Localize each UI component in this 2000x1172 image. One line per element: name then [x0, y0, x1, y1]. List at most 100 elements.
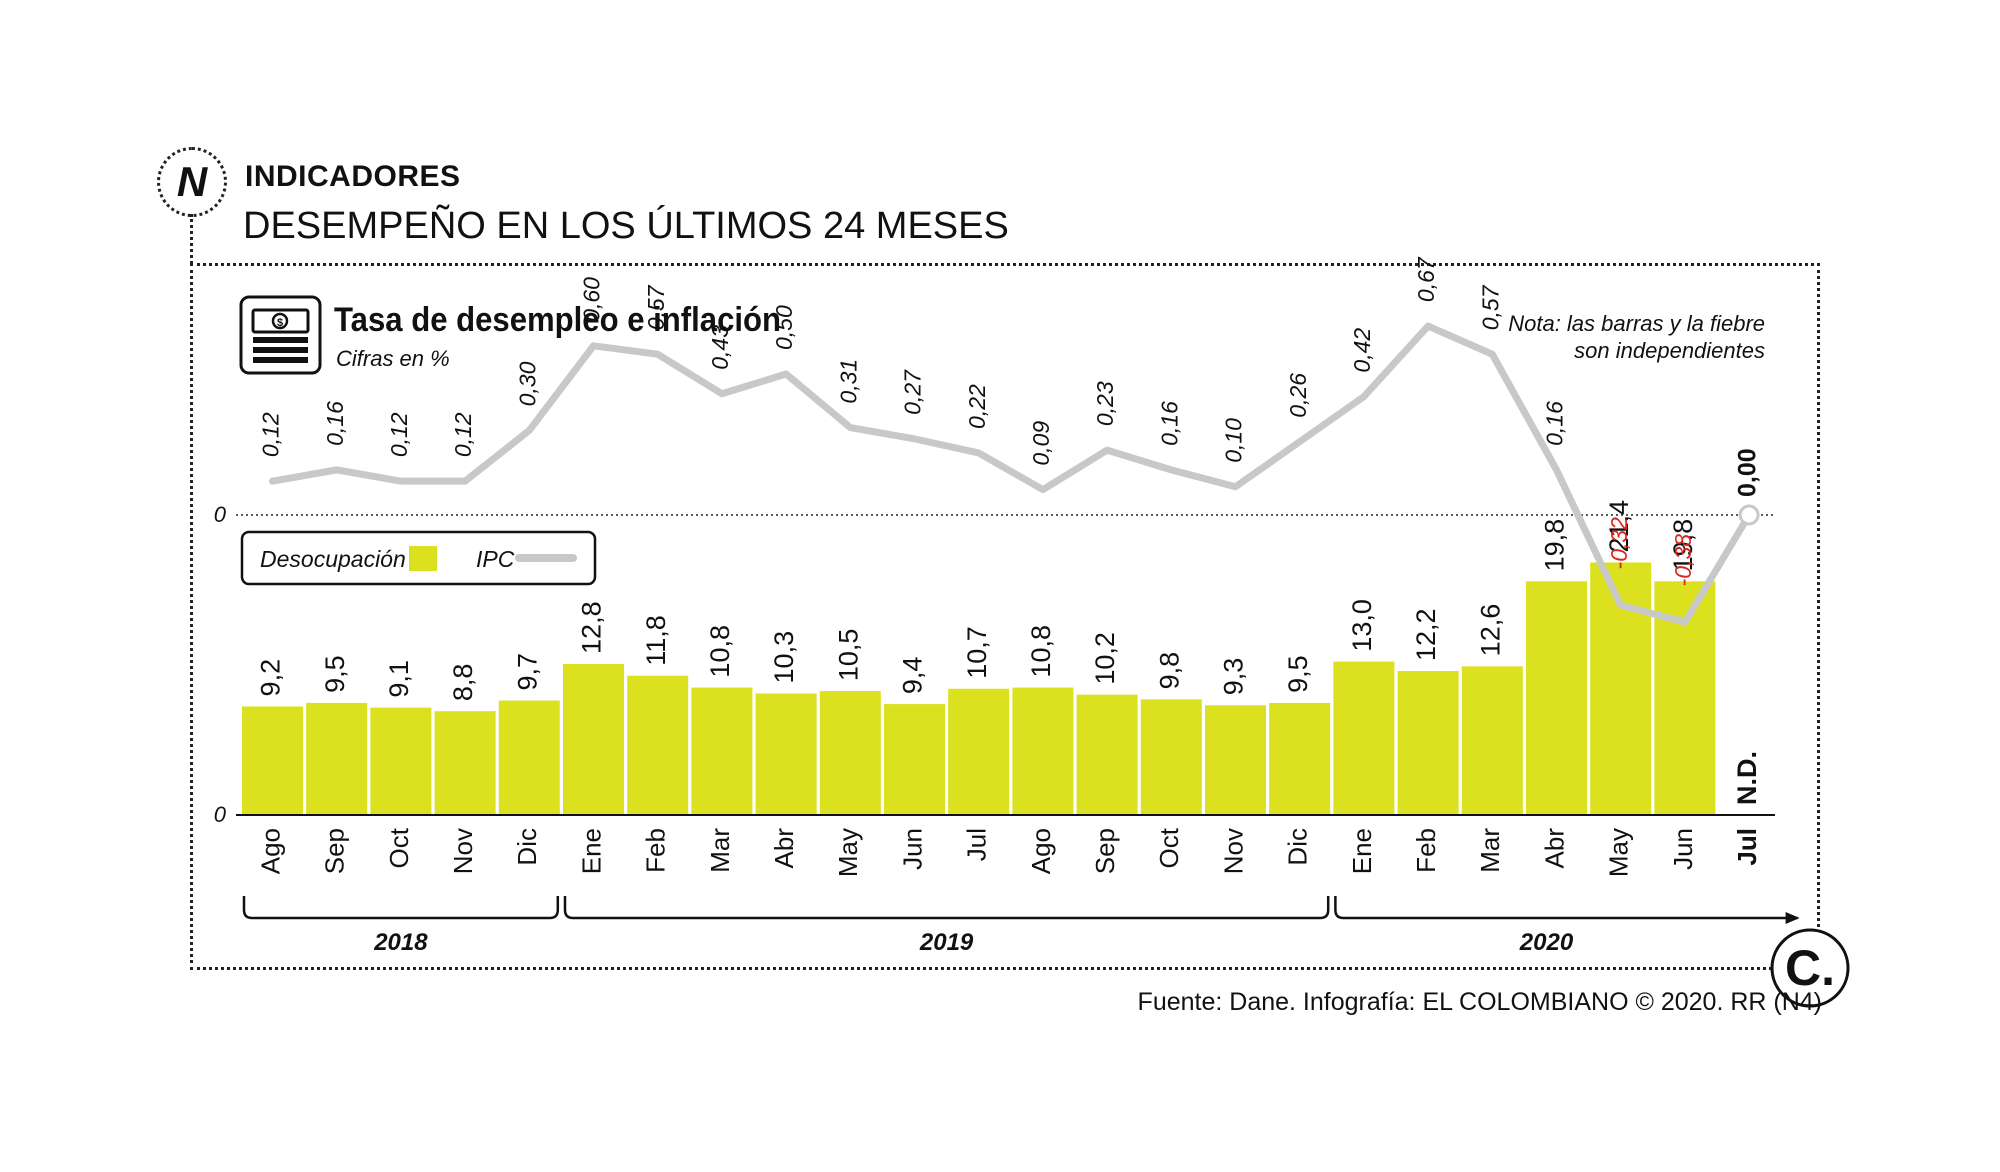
- bar-desocupacion: [1205, 705, 1266, 815]
- ipc-value-label: 0,42: [1349, 328, 1375, 373]
- bar-value-label: 12,6: [1475, 604, 1505, 657]
- month-tick-label: Abr: [769, 828, 799, 869]
- bar-value-label: 10,7: [962, 626, 992, 679]
- bar-value-label: 13,0: [1347, 599, 1377, 652]
- ipc-line-layer: 0,12 0,16 0,12 0,12 0,30 0,60 0,57 0,43 0,50 0,31…: [236, 256, 1775, 626]
- month-tick-label: Ene: [1347, 828, 1377, 874]
- ipc-value-label: 0,31: [835, 359, 861, 404]
- year-arrow-head: [1785, 912, 1800, 924]
- ipc-value-label: 0,30: [514, 361, 540, 406]
- bar-desocupacion: [1461, 666, 1523, 815]
- bar-desocupacion: [306, 702, 368, 815]
- section-label: INDICADORES: [245, 160, 461, 193]
- year-bracket: [242, 896, 560, 920]
- bar-value-label: 10,8: [705, 625, 735, 678]
- page-title: DESEMPEÑO EN LOS ÚLTIMOS 24 MESES: [243, 205, 1009, 247]
- month-tick-label: Sep: [1090, 828, 1120, 874]
- month-tick-label: Feb: [641, 828, 671, 873]
- chart-note-line-1: Nota: las barras y la fiebre: [1508, 311, 1765, 336]
- bar-desocupacion: [563, 663, 624, 815]
- bar-value-label: 9,2: [256, 659, 286, 697]
- month-tick-label: Jul: [1732, 828, 1762, 866]
- ipc-value-label: 0,67: [1413, 256, 1439, 302]
- bar-desocupacion: [1012, 687, 1074, 815]
- legend-label-ipc: IPC: [476, 546, 515, 572]
- bar-value-label: 19,8: [1668, 519, 1698, 572]
- ipc-value-label: 0,50: [771, 305, 797, 350]
- ipc-value-label: 0,16: [322, 401, 348, 446]
- chart-title: Tasa de desempleo e inflación: [334, 301, 781, 339]
- ipc-line: [269, 322, 1753, 626]
- ipc-value-label: 0,22: [964, 384, 990, 429]
- bar-desocupacion: [242, 706, 303, 815]
- bar-desocupacion: [819, 691, 881, 815]
- ipc-value-label: 0,60: [579, 277, 605, 322]
- bar-desocupacion: [1333, 661, 1395, 815]
- chart-subtitle: Cifras en %: [336, 346, 450, 371]
- bar-desocupacion: [948, 688, 1010, 815]
- month-tick-label: Mar: [1475, 828, 1505, 873]
- month-tick-label: Nov: [1218, 828, 1248, 874]
- bar-zero-label: 0: [214, 802, 227, 827]
- source-credit: Fuente: Dane. Infografía: EL COLOMBIANO …: [1137, 988, 1822, 1016]
- ipc-value-label: 0,16: [1542, 401, 1568, 446]
- bar-value-label: 10,8: [1026, 625, 1056, 678]
- month-tick-label: Dic: [512, 828, 542, 866]
- chart-frame: [190, 263, 1820, 970]
- ipc-value-label: 0,10: [1221, 418, 1247, 463]
- bar-value-label: 21,4: [1604, 500, 1634, 553]
- legend-swatch-desocupacion: [409, 546, 437, 571]
- bar-value-label: 8,8: [448, 664, 478, 702]
- svg-text:C.: C.: [1785, 940, 1835, 996]
- bar-desocupacion: [884, 704, 945, 815]
- legend-label-desocupacion: Desocupación: [260, 546, 406, 572]
- money-stack-icon: $: [239, 295, 322, 375]
- bar-value-label: 19,8: [1540, 519, 1570, 572]
- bar-value-label: 12,8: [577, 601, 607, 654]
- bar-desocupacion: [691, 687, 753, 815]
- ipc-value-label: 0,09: [1028, 421, 1054, 466]
- ipc-value-label: -0,38: [1670, 534, 1696, 587]
- year-bracket: [1334, 896, 1798, 920]
- ipc-zero-label: 0: [214, 502, 227, 527]
- ipc-value-label: 0,26: [1285, 373, 1311, 418]
- legend: Desocupación IPC: [240, 530, 597, 586]
- el-colombiano-logo: C.: [1770, 928, 1850, 1008]
- bar-desocupacion: [1526, 581, 1587, 815]
- month-tick-label: Ago: [255, 828, 285, 874]
- ipc-point-marker: [1738, 504, 1760, 526]
- decorative-connector: [190, 214, 193, 264]
- bar-value-label: 9,7: [512, 653, 542, 691]
- bar-desocupacion: [627, 675, 689, 815]
- ipc-value-label: 0,12: [450, 412, 476, 457]
- bar-desocupacion: [498, 700, 560, 815]
- bar-value-label: 10,3: [769, 631, 799, 684]
- bar-value-label: 9,3: [1219, 658, 1249, 696]
- bar-value-label: 9,8: [1154, 652, 1184, 690]
- month-tick-label: Jun: [1668, 828, 1698, 870]
- bar-value-label: 9,5: [320, 655, 350, 693]
- month-tick-label: Ene: [576, 828, 606, 874]
- ipc-value-label: 0,57: [643, 284, 669, 330]
- year-label: 2018: [373, 929, 428, 956]
- ipc-value-label: 0,57: [1477, 284, 1503, 330]
- ipc-value-label: 0,12: [258, 412, 284, 457]
- bar-value-label: 9,4: [898, 657, 928, 695]
- year-label: 2020: [1519, 929, 1574, 956]
- ipc-value-label: 0,27: [900, 369, 926, 415]
- bar-value-label: 10,2: [1090, 632, 1120, 685]
- bar-desocupacion: [370, 707, 432, 815]
- bar-desocupacion: [755, 693, 817, 815]
- ipc-value-label: -0,32: [1606, 517, 1632, 570]
- month-tick-label: May: [833, 828, 863, 877]
- month-tick-label: Sep: [320, 828, 350, 874]
- bar-value-label: 11,8: [641, 615, 671, 666]
- bar-value-label: 10,5: [833, 629, 863, 682]
- month-tick-label: Abr: [1539, 828, 1569, 869]
- month-tick-label: Mar: [705, 828, 735, 873]
- ipc-value-label: 0,23: [1092, 381, 1118, 426]
- month-tick-label: Jul: [962, 828, 992, 861]
- month-tick-label: May: [1604, 828, 1634, 877]
- ipc-value-label: 0,43: [707, 325, 733, 370]
